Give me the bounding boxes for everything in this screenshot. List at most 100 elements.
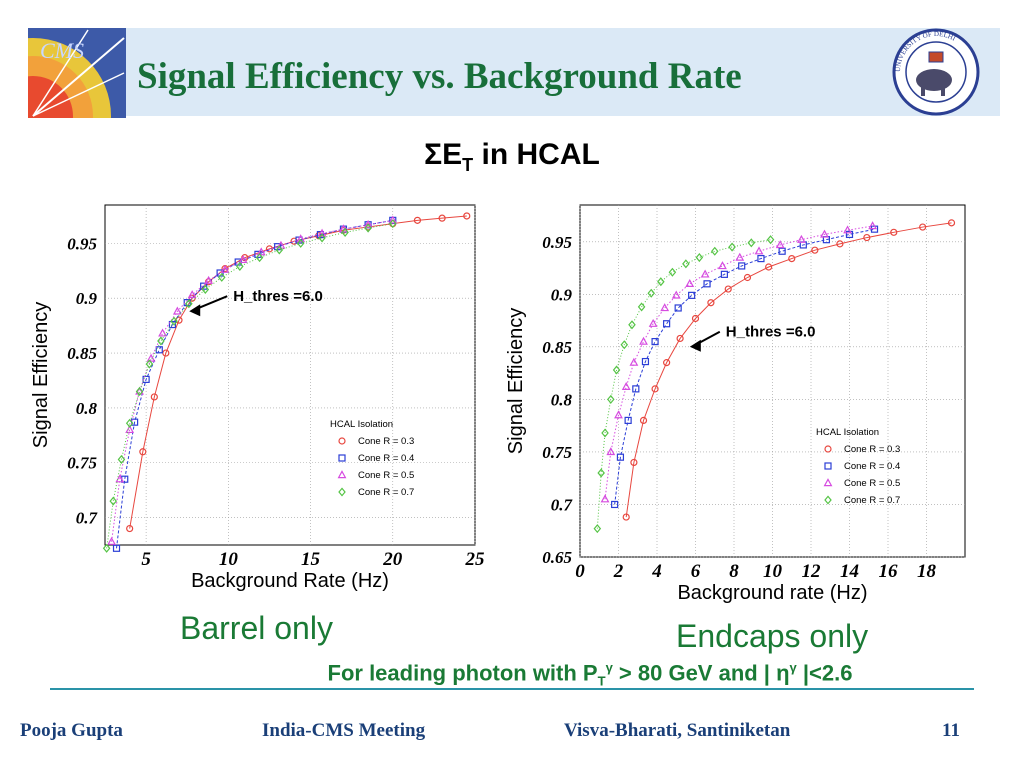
data-point [204, 275, 214, 284]
y-axis-label: Signal Efficiency [30, 302, 52, 448]
data-point [743, 273, 752, 282]
endcap-efficiency-chart: 0 2 4 6 8 10 12 14 16 18 0.65 0.7 0.75 0.8 0.85 0.9 0.95… [505, 204, 966, 604]
data-point [275, 245, 284, 255]
data-point [710, 246, 719, 256]
data-point [364, 223, 372, 233]
x-tick-label: 15 [301, 549, 321, 570]
legend-marker [338, 454, 346, 462]
legend-label: Cone R = 0.3 [844, 444, 900, 455]
data-point [919, 223, 927, 231]
note-sub: T [597, 673, 606, 689]
legend-marker [824, 445, 832, 453]
data-point [220, 264, 230, 273]
data-point [660, 303, 670, 312]
data-point [107, 536, 116, 545]
data-point [629, 357, 639, 366]
data-point [632, 385, 640, 393]
data-point [620, 340, 629, 350]
title-band [28, 28, 1000, 116]
data-point [811, 246, 819, 254]
data-point [102, 543, 111, 553]
legend-label: Cone R = 0.7 [358, 487, 414, 498]
x-tick-label: 2 [613, 561, 624, 582]
selection-note: For leading photon with PTγ > 80 GeV and… [0, 660, 1024, 689]
y-tick-label: 0.65 [542, 548, 572, 567]
data-point [676, 334, 684, 343]
x-tick-label: 0 [575, 561, 585, 582]
data-point [185, 299, 193, 309]
data-point [651, 337, 659, 346]
data-point [217, 272, 226, 282]
data-point [641, 357, 650, 366]
y-tick-label: 0.75 [67, 454, 97, 473]
y-tick-label: 0.75 [542, 443, 572, 462]
data-point [657, 277, 665, 287]
data-point [700, 269, 710, 278]
university-of-delhi-seal: UNIVERSITY OF DELHI [892, 28, 980, 116]
data-point [201, 284, 210, 294]
data-point [117, 454, 126, 464]
data-point [112, 544, 121, 552]
data-point [622, 513, 630, 521]
data-point [255, 253, 264, 263]
data-point [611, 500, 619, 509]
data-point [720, 270, 728, 278]
y-tick-label: 0.8 [76, 399, 98, 418]
footer-divider [50, 688, 974, 690]
data-point [170, 316, 178, 326]
series-4 [593, 235, 775, 534]
data-point [845, 230, 854, 239]
note-text-3: |<2.6 [796, 660, 853, 686]
data-point [674, 304, 682, 312]
x-tick-label: 12 [802, 561, 822, 582]
legend-marker [823, 478, 833, 487]
data-point [747, 238, 756, 248]
data-point [296, 238, 305, 248]
annotation-arrowhead [689, 339, 701, 352]
note-text-1: For leading photon with P [327, 660, 598, 686]
plot-frame [104, 204, 476, 546]
legend-label: Cone R = 0.4 [358, 453, 414, 464]
x-tick-label: 10 [763, 561, 783, 582]
x-tick-label: 10 [219, 549, 239, 570]
y-tick-label: 0.9 [76, 289, 98, 308]
data-point [820, 229, 829, 238]
y-axis-label: Signal Efficiency [505, 308, 527, 454]
data-point [296, 234, 306, 243]
data-point [601, 428, 609, 438]
legend-title: HCAL Isolation [816, 427, 879, 438]
data-point [187, 290, 197, 299]
legend-marker [824, 462, 832, 470]
data-point [639, 336, 648, 345]
page-title: Signal Efficiency vs. Background Rate [137, 56, 742, 97]
note-sup-2: γ [789, 660, 797, 675]
data-point [150, 393, 158, 401]
data-point [274, 243, 282, 251]
data-point [139, 448, 147, 456]
data-point [238, 254, 248, 264]
annotation-arrowhead [189, 304, 201, 317]
data-point [256, 247, 266, 256]
x-tick-label: 8 [729, 561, 739, 582]
legend-marker [338, 487, 346, 497]
data-point [647, 288, 656, 298]
data-point [754, 246, 764, 255]
note-text-2: > 80 GeV and | η [612, 660, 790, 686]
legend-label: Cone R = 0.7 [844, 495, 900, 506]
data-point [317, 228, 327, 237]
data-point [616, 453, 625, 461]
series-line [625, 222, 952, 518]
y-tick-label: 0.95 [542, 233, 572, 252]
data-point [703, 280, 711, 288]
footer-venue: Visva-Bharati, Santiniketan [564, 720, 791, 741]
x-tick-label: 18 [917, 561, 937, 582]
data-point [413, 216, 422, 224]
slide-subtitle: ΣET in HCAL [0, 138, 1024, 176]
data-point [688, 291, 696, 299]
data-point [316, 231, 325, 239]
data-point [135, 386, 144, 396]
x-tick-label: 20 [382, 549, 403, 570]
data-point [639, 416, 648, 425]
data-point [606, 447, 616, 456]
data-point [685, 278, 695, 288]
